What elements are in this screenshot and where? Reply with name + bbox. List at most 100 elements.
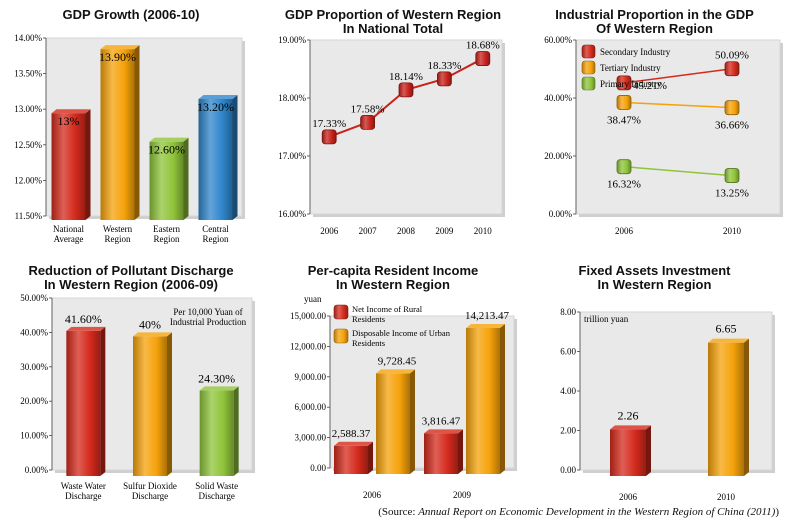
bar-side <box>410 369 415 474</box>
x-tick-label: Central Region <box>202 224 229 244</box>
chart-title: Fixed Assets Investment In Western Regio… <box>578 263 731 292</box>
bar <box>610 429 646 476</box>
data-point <box>724 168 740 183</box>
data-label: 3,816.47 <box>422 415 461 427</box>
bar-top <box>198 94 238 99</box>
y-tick-label: 40.00% <box>544 93 572 103</box>
bar <box>708 342 744 476</box>
x-tick-label: 2008 <box>397 226 416 236</box>
y-tick-label: 0.00% <box>549 209 573 219</box>
legend-label: Disposable Income of Urban Residents <box>352 328 451 348</box>
y-tick-label: 0.00 <box>310 463 326 473</box>
y-tick-label: 50.00% <box>20 293 48 303</box>
bar-side <box>183 137 189 220</box>
y-tick-label: 15,000.00 <box>290 311 327 321</box>
data-label: 13.90% <box>99 50 136 64</box>
bar-side <box>744 338 749 476</box>
data-label: 41.60% <box>65 312 102 326</box>
bar <box>466 327 500 474</box>
source-title: Annual Report on Economic Development in… <box>418 506 776 518</box>
chart-plot: 0.00 3,000.00 6,000.00 9,000.00 12,000.00 15,… <box>290 294 517 500</box>
bar <box>149 141 184 220</box>
x-tick-label: 2006 <box>363 490 382 500</box>
data-label: 18.33% <box>427 60 461 72</box>
x-tick-label: 2010 <box>474 226 493 236</box>
bar <box>424 433 458 474</box>
bar <box>51 113 86 220</box>
data-label: 2.26 <box>618 408 639 422</box>
x-tick-label: Waste Water Discharge <box>61 481 106 501</box>
chart-industrial-proportion: Industrial Proportion in the GDP Of West… <box>524 0 785 260</box>
data-label: 38.47% <box>607 114 641 126</box>
data-label: 13.25% <box>715 188 749 200</box>
bar-top <box>334 441 373 446</box>
y-tick-label: 2.00 <box>560 426 576 436</box>
y-tick-label: 60.00% <box>544 35 572 45</box>
y-unit: yuan <box>304 294 322 304</box>
data-label: 24.30% <box>198 371 235 385</box>
y-tick-label: 9,000.00 <box>295 372 327 382</box>
data-point <box>724 100 740 116</box>
y-tick-label: 0.00% <box>25 465 49 475</box>
bar-top <box>424 429 463 434</box>
chart-title: Industrial Proportion in the GDP Of West… <box>555 7 754 36</box>
bar-top <box>708 338 749 343</box>
x-tick-label: Western Region <box>103 224 133 244</box>
x-tick-label: 2006 <box>320 226 339 236</box>
bar-top <box>51 109 91 114</box>
data-label: 17.33% <box>312 118 346 130</box>
bar <box>334 445 368 474</box>
y-tick-label: 19.00% <box>278 35 306 45</box>
data-label: 9,728.45 <box>378 355 417 367</box>
data-label: 13.20% <box>197 100 234 114</box>
legend-swatch <box>333 328 349 344</box>
x-tick-label: 2006 <box>615 226 634 236</box>
bar-side <box>85 109 91 220</box>
chart-per-capita-income: Per-capita Resident Income In Western Re… <box>262 260 524 505</box>
data-label: 6.65 <box>716 322 737 336</box>
x-tick-label: 2010 <box>717 492 736 502</box>
bar-side <box>167 332 172 476</box>
y-tick-label: 12.50% <box>14 140 42 150</box>
bar-side <box>134 45 140 221</box>
y-tick-label: 20.00% <box>544 151 572 161</box>
chart-plot: 16.00% 17.00% 18.00% 19.00% 17.33% 2006 17.58%… <box>278 35 505 236</box>
data-label: 14,213.47 <box>465 310 510 322</box>
y-tick-label: 6,000.00 <box>295 402 327 412</box>
bar-top <box>376 369 415 374</box>
data-point <box>724 61 740 77</box>
bar-side <box>100 326 106 476</box>
bar <box>198 98 233 220</box>
legend-swatch <box>581 60 596 75</box>
y-tick-label: 4.00 <box>560 386 576 396</box>
data-label: 18.14% <box>389 71 423 83</box>
bar-top <box>610 425 651 430</box>
y-tick-label: 14.00% <box>14 33 42 43</box>
legend-label: Secondary Industry <box>600 47 671 57</box>
series-line <box>623 165 733 177</box>
legend-label: Tertiary Industry <box>600 63 661 73</box>
chart-fixed-assets: Fixed Assets Investment In Western Regio… <box>524 260 785 505</box>
y-tick-label: 16.00% <box>278 209 306 219</box>
y-unit: trillion yuan <box>584 314 629 324</box>
data-label: 36.66% <box>715 120 749 132</box>
bar-top <box>133 332 172 337</box>
data-label: 50.09% <box>715 50 749 62</box>
data-point <box>360 114 375 130</box>
x-tick-label: 2006 <box>619 492 638 502</box>
y-tick-label: 12.00% <box>14 175 42 185</box>
bar-side <box>646 425 651 476</box>
legend-label: Primary Industry <box>600 79 662 89</box>
source-prefix: (Source: <box>378 506 419 518</box>
plot-area <box>309 39 503 215</box>
data-point <box>398 82 414 98</box>
x-tick-label: Eastern Region <box>153 224 180 244</box>
data-label: 18.68% <box>466 40 500 52</box>
bar-top <box>100 45 140 50</box>
legend-swatch <box>581 44 596 59</box>
data-label: 2,588.37 <box>332 428 371 440</box>
bar-top <box>66 326 106 331</box>
legend-swatch <box>581 76 596 91</box>
chart-plot: 0.00 2.00 4.00 6.00 8.00 trillion yuan 2.26 200… <box>560 307 775 502</box>
data-point <box>321 129 337 145</box>
